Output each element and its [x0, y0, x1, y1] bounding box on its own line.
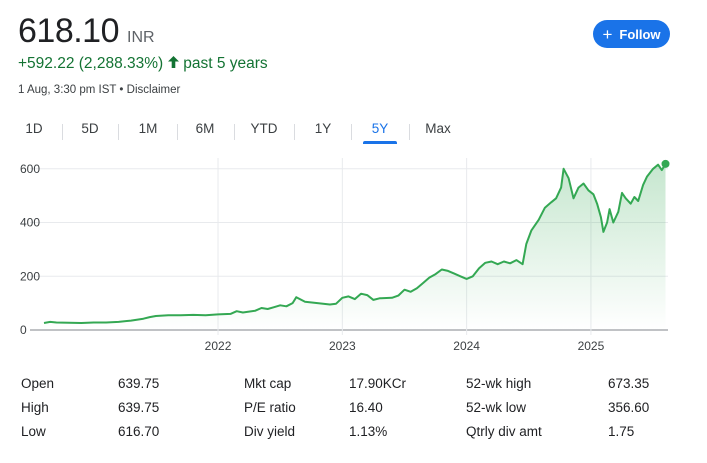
- tab-ytd[interactable]: YTD: [250, 121, 278, 136]
- stat-value-pe-ratio: 16.40: [349, 400, 383, 415]
- stat-label-52wk-low: 52-wk low: [466, 400, 527, 415]
- stat-label-high: High: [21, 400, 49, 415]
- price-line: [43, 163, 667, 324]
- last-price-dot: [661, 159, 670, 168]
- current-price: 618.10: [18, 12, 120, 50]
- stats-table: Open 639.75 High 639.75 Low 616.70 Mkt c…: [0, 372, 707, 452]
- tab-divider: [294, 124, 295, 140]
- chart-line: [43, 163, 667, 324]
- stat-label-qtrly-div: Qtrly div amt: [466, 424, 542, 439]
- stat-label-low: Low: [21, 424, 46, 439]
- stat-value-open: 639.75: [118, 376, 160, 391]
- x-tick-label: 2023: [329, 339, 356, 353]
- change-value: +592.22 (2,288.33%): [18, 55, 164, 72]
- stat-value-mkt-cap: 17.90KCr: [349, 376, 407, 391]
- follow-label: Follow: [619, 26, 661, 42]
- tab-1d[interactable]: 1D: [25, 121, 43, 136]
- stat-label-open: Open: [21, 376, 55, 391]
- stat-value-qtrly-div: 1.75: [608, 424, 635, 439]
- change-period: past 5 years: [183, 55, 268, 72]
- x-tick-label: 2025: [578, 339, 605, 353]
- stat-value-div-yield: 1.13%: [349, 424, 388, 439]
- y-tick-label: 0: [20, 323, 27, 337]
- price-change: +592.22 (2,288.33%) past 5 years: [18, 55, 268, 73]
- tab-6m[interactable]: 6M: [195, 121, 215, 136]
- tab-5d[interactable]: 5D: [81, 121, 99, 136]
- tab-divider: [62, 124, 63, 140]
- last-price-marker: [661, 159, 670, 168]
- stat-value-high: 639.75: [118, 400, 160, 415]
- stat-label-52wk-high: 52-wk high: [466, 376, 532, 391]
- range-tabs: 1D 5D 1M 6M YTD 1Y 5Y Max: [0, 116, 470, 146]
- tab-divider: [118, 124, 119, 140]
- tab-max[interactable]: Max: [425, 121, 451, 136]
- stat-value-52wk-low: 356.60: [608, 400, 650, 415]
- price-header: 618.10 INR: [18, 12, 155, 51]
- tab-5y[interactable]: 5Y: [363, 116, 397, 144]
- tab-divider: [351, 124, 352, 140]
- stat-label-pe-ratio: P/E ratio: [244, 400, 296, 415]
- y-tick-label: 400: [20, 216, 40, 230]
- y-tick-label: 200: [20, 269, 40, 283]
- currency-code: INR: [127, 29, 155, 46]
- x-tick-label: 2024: [453, 339, 480, 353]
- tab-divider: [177, 124, 178, 140]
- tab-divider: [409, 124, 410, 140]
- y-axis-labels: 0 200 400 600: [20, 162, 40, 337]
- x-axis-labels: 2022 2023 2024 2025: [205, 339, 605, 353]
- chart-area: [44, 163, 666, 330]
- y-tick-label: 600: [20, 162, 40, 176]
- tab-1y[interactable]: 1Y: [314, 121, 332, 136]
- stat-value-52wk-high: 673.35: [608, 376, 650, 391]
- stat-label-mkt-cap: Mkt cap: [244, 376, 292, 391]
- stat-value-low: 616.70: [118, 424, 160, 439]
- arrow-up-icon: [168, 55, 180, 73]
- quote-meta: 1 Aug, 3:30 pm IST • Disclaimer: [18, 84, 181, 96]
- tab-divider: [234, 124, 235, 140]
- stat-label-div-yield: Div yield: [244, 424, 296, 439]
- follow-button[interactable]: + Follow: [593, 20, 670, 48]
- tab-1m[interactable]: 1M: [138, 121, 158, 136]
- plus-icon: +: [602, 24, 613, 44]
- area-fill: [44, 163, 666, 330]
- x-tick-label: 2022: [205, 339, 232, 353]
- price-chart[interactable]: 0 200 400 600 2022 2023 2024 2025: [0, 150, 707, 362]
